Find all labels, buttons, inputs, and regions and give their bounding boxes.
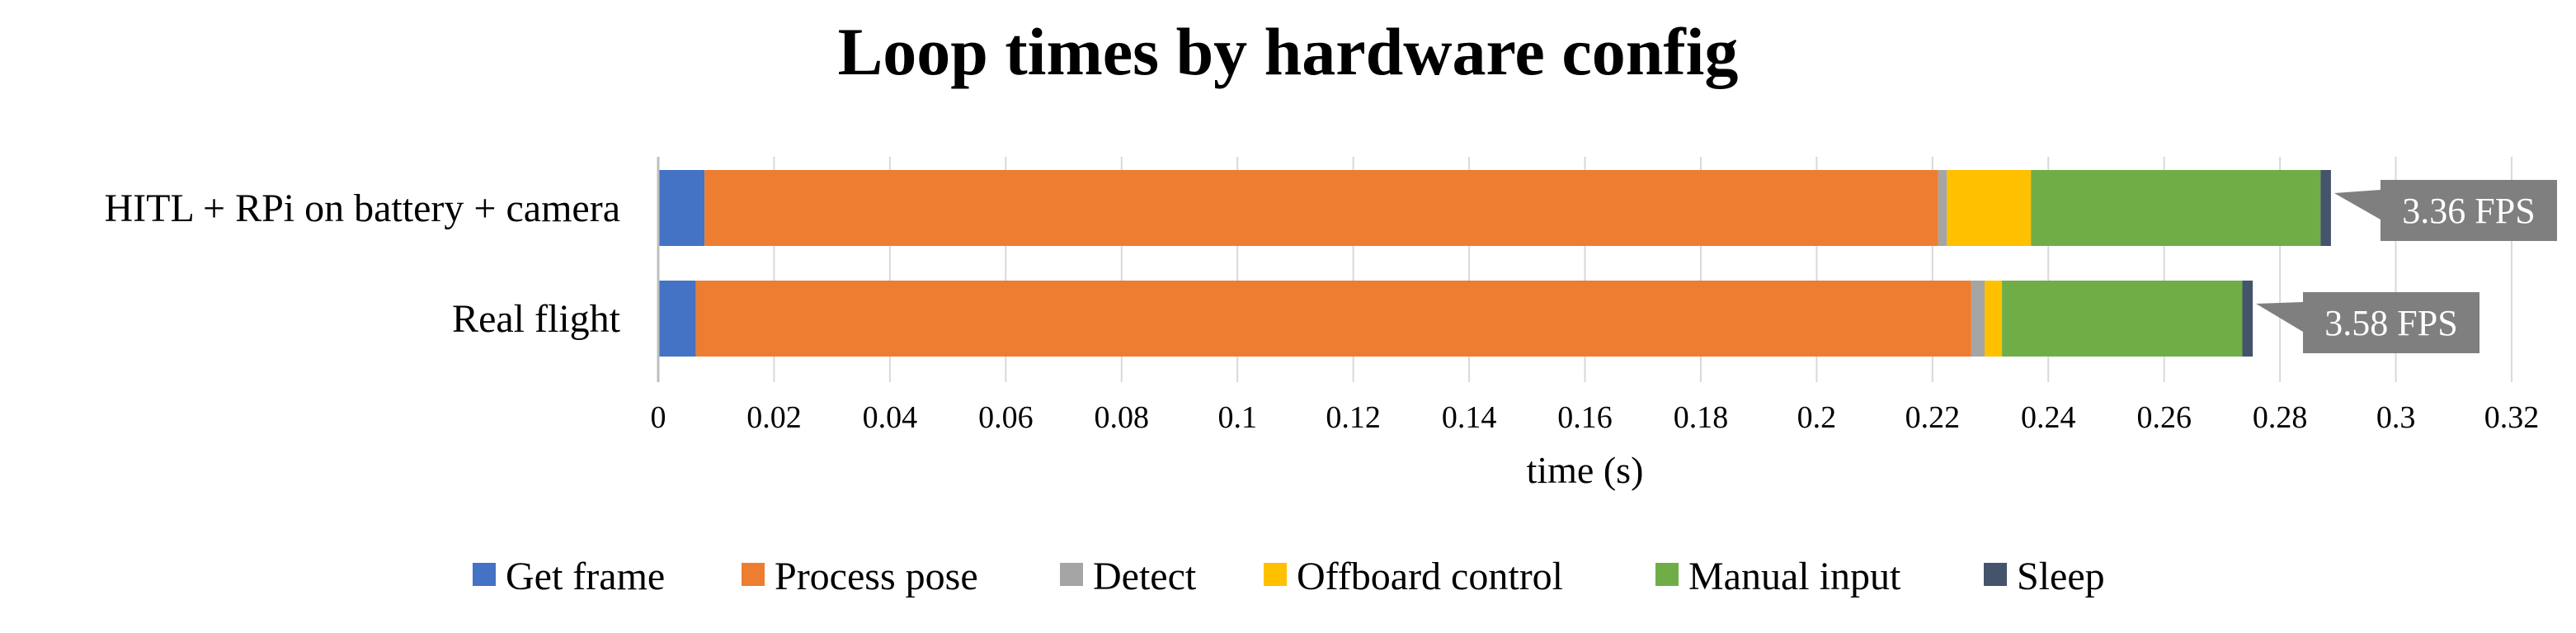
bar-get-frame (658, 170, 705, 246)
x-tick-label: 0 (651, 400, 666, 435)
x-tick-label: 0.12 (1326, 400, 1381, 435)
x-tick-label: 0.28 (2253, 400, 2308, 435)
x-tick-label: 0.2 (1797, 400, 1837, 435)
legend-swatch-offboard-control (1264, 563, 1287, 586)
x-tick-label: 0.08 (1095, 400, 1150, 435)
bar-process-pose (704, 170, 1938, 246)
chart-title: Loop times by hardware config (837, 14, 1739, 89)
labels: 0 0.02 0.04 0.06 0.08 0.1 0.12 0.14 0.16 0.18 0.2 0… (105, 187, 2540, 491)
bar-manual-input (2002, 281, 2243, 357)
legend-label-offboard-control: Offboard control (1297, 555, 1563, 598)
legend-swatch-sleep (1984, 563, 2007, 586)
legend-label-sleep: Sleep (2017, 555, 2105, 598)
bar-process-pose (695, 281, 1971, 357)
legend-swatch-manual-input (1655, 563, 1679, 586)
legend-label-get-frame: Get frame (506, 555, 665, 598)
x-tick-label: 0.24 (2021, 400, 2076, 435)
fps-callout (2256, 292, 2479, 353)
annotations: 3.36 FPS 3.58 FPS (2256, 180, 2557, 353)
bar-manual-input (2031, 170, 2321, 246)
x-tick-label: 0.3 (2376, 400, 2416, 435)
bar-offboard-control (1947, 170, 2032, 246)
category-label: Real flight (452, 297, 621, 341)
x-tick-label: 0.06 (978, 400, 1034, 435)
category-label: HITL + RPi on battery + camera (105, 187, 621, 230)
legend-swatch-process-pose (742, 563, 765, 586)
legend-swatch-get-frame (473, 563, 496, 586)
bar-offboard-control (1985, 281, 2003, 357)
x-tick-label: 0.14 (1442, 400, 1497, 435)
x-axis-label: time (s) (1527, 449, 1644, 491)
legend-label-detect: Detect (1093, 555, 1197, 598)
fps-callout (2333, 180, 2557, 241)
x-tick-label: 0.32 (2484, 400, 2540, 435)
bar-detect (1971, 281, 1985, 357)
x-tick-label: 0.26 (2136, 400, 2192, 435)
x-tick-label: 0.04 (863, 400, 918, 435)
fps-callout-label: 3.58 FPS (2324, 303, 2457, 343)
bar-detect (1938, 170, 1947, 246)
legend-label-process-pose: Process pose (775, 555, 978, 598)
x-tick-label: 0.02 (746, 400, 802, 435)
bars (658, 170, 2331, 357)
x-tick-label: 0.16 (1557, 400, 1613, 435)
x-tick-label: 0.18 (1674, 400, 1729, 435)
x-tick-label: 0.1 (1217, 400, 1257, 435)
bar-sleep (2242, 281, 2253, 357)
fps-callout-label: 3.36 FPS (2402, 191, 2535, 231)
bar-sleep (2320, 170, 2331, 246)
bar-get-frame (658, 281, 696, 357)
legend: Get frame Process pose Detect Offboard cont… (473, 555, 2105, 598)
legend-label-manual-input: Manual input (1688, 555, 1901, 598)
legend-swatch-detect (1060, 563, 1083, 586)
x-tick-label: 0.22 (1905, 400, 1961, 435)
